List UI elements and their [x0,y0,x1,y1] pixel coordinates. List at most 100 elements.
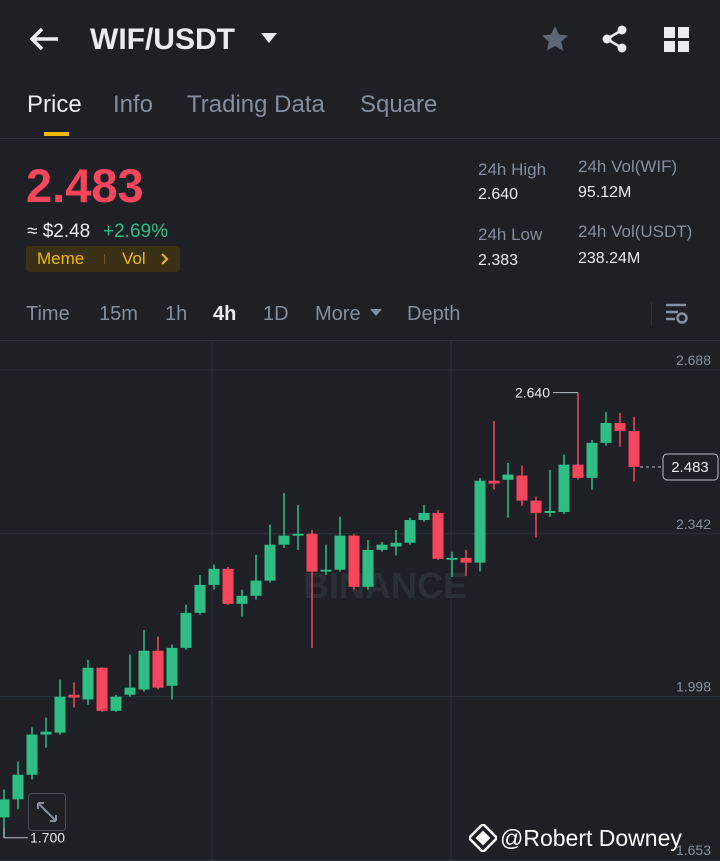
candle-body [614,422,626,432]
divider [0,138,720,139]
candle-body [516,475,528,501]
candle-body [348,535,360,587]
candle-body [222,568,234,604]
interval[interactable]: Depth [407,303,461,325]
pair-dropdown[interactable] [260,32,278,44]
candle-body [460,557,472,563]
interval[interactable]: Time [26,303,70,325]
interval[interactable]: 1h [165,303,188,325]
candle-body [278,535,290,545]
candle-body [68,694,80,698]
stat-label: 24h Low [478,225,543,244]
candle-body [292,533,304,536]
interval-active[interactable]: 4h [213,303,237,325]
candle-body [12,774,24,800]
share-icon[interactable] [601,25,629,53]
candle-body [306,533,318,572]
tab[interactable]: Trading Data [187,91,325,118]
y-tick-label: 2.342 [676,516,711,532]
candle-body [418,512,430,521]
pair-title[interactable]: WIF/USDT [90,23,235,56]
candle-body [236,595,248,604]
tab[interactable]: Info [113,91,154,118]
price-change: +2.69% [103,221,168,242]
back-button[interactable] [28,26,60,52]
candle-body [166,647,178,686]
user-watermark: @Robert Downey [500,825,682,851]
stat-value: 238.24M [578,250,641,267]
tag-divider [104,254,105,264]
candle-body [0,799,10,818]
y-tick-label: 2.688 [676,352,711,368]
tag-box[interactable] [26,246,180,272]
tag[interactable]: Meme [37,249,85,268]
candle-body [586,442,598,478]
candle-body [362,549,374,587]
stat-label: 24h Vol(USDT) [578,222,693,241]
candle-body [558,464,570,512]
menu-icon[interactable] [664,27,689,52]
candle-body [320,569,332,572]
candle-body [376,544,388,550]
tab-indicator [44,132,69,136]
candle-body [110,696,122,711]
candle-body [194,584,206,613]
candle-body [628,431,640,468]
more-dropdown[interactable] [370,309,382,317]
candle-body [390,542,402,547]
divider [651,302,652,326]
candle-body [544,511,556,513]
fullscreen-button[interactable] [28,793,66,831]
last-price: 2.483 [26,159,144,212]
stat-value: 2.383 [478,252,519,269]
tag[interactable]: Vol [122,249,146,268]
candle-body [96,667,108,711]
favorite-icon[interactable] [541,25,569,53]
candle-body [82,667,94,700]
candle-body [572,464,584,478]
binance-logo [469,824,497,852]
candle-body [138,650,150,690]
y-tick-label: 1.653 [676,842,711,858]
chart-watermark: BINANCE [303,565,467,606]
stat-label: 24h High [478,160,547,179]
usd-price: ≈ $2.48 [27,221,91,242]
candle-body [446,557,458,560]
candle-body [250,580,262,596]
last-price-label: 2.483 [671,459,709,476]
candle-body [264,544,276,581]
candle-body [208,568,220,585]
candle-body [474,480,486,563]
candle-body [502,474,514,480]
interval[interactable]: 15m [99,303,138,325]
chart-settings-icon[interactable] [665,302,689,326]
candle-body [334,535,346,570]
stat-value: 2.640 [478,186,519,203]
candle-body [530,500,542,513]
candle-body [488,480,500,484]
tag-chevron [161,253,169,265]
candle-body [40,731,52,735]
candle-body [152,650,164,688]
candle-body [432,512,444,559]
candle-body [26,734,38,775]
tab[interactable]: Price [27,91,82,118]
tab[interactable]: Square [360,91,438,118]
interval[interactable]: More [315,303,361,325]
candle-body [180,612,192,648]
last-price-box [662,453,719,481]
y-tick-label: 1.998 [676,679,711,695]
stat-value: 95.12M [578,184,632,201]
divider [0,340,720,341]
candle-body [600,422,612,443]
stat-label: 24h Vol(WIF) [578,157,678,176]
candle-body [124,687,136,695]
low-marker-line [3,827,28,839]
high-marker-label: 2.640 [515,385,550,401]
candle-body [54,696,66,733]
candle-body [404,520,416,543]
low-marker-label: 1.700 [30,830,65,846]
interval[interactable]: 1D [263,303,289,325]
